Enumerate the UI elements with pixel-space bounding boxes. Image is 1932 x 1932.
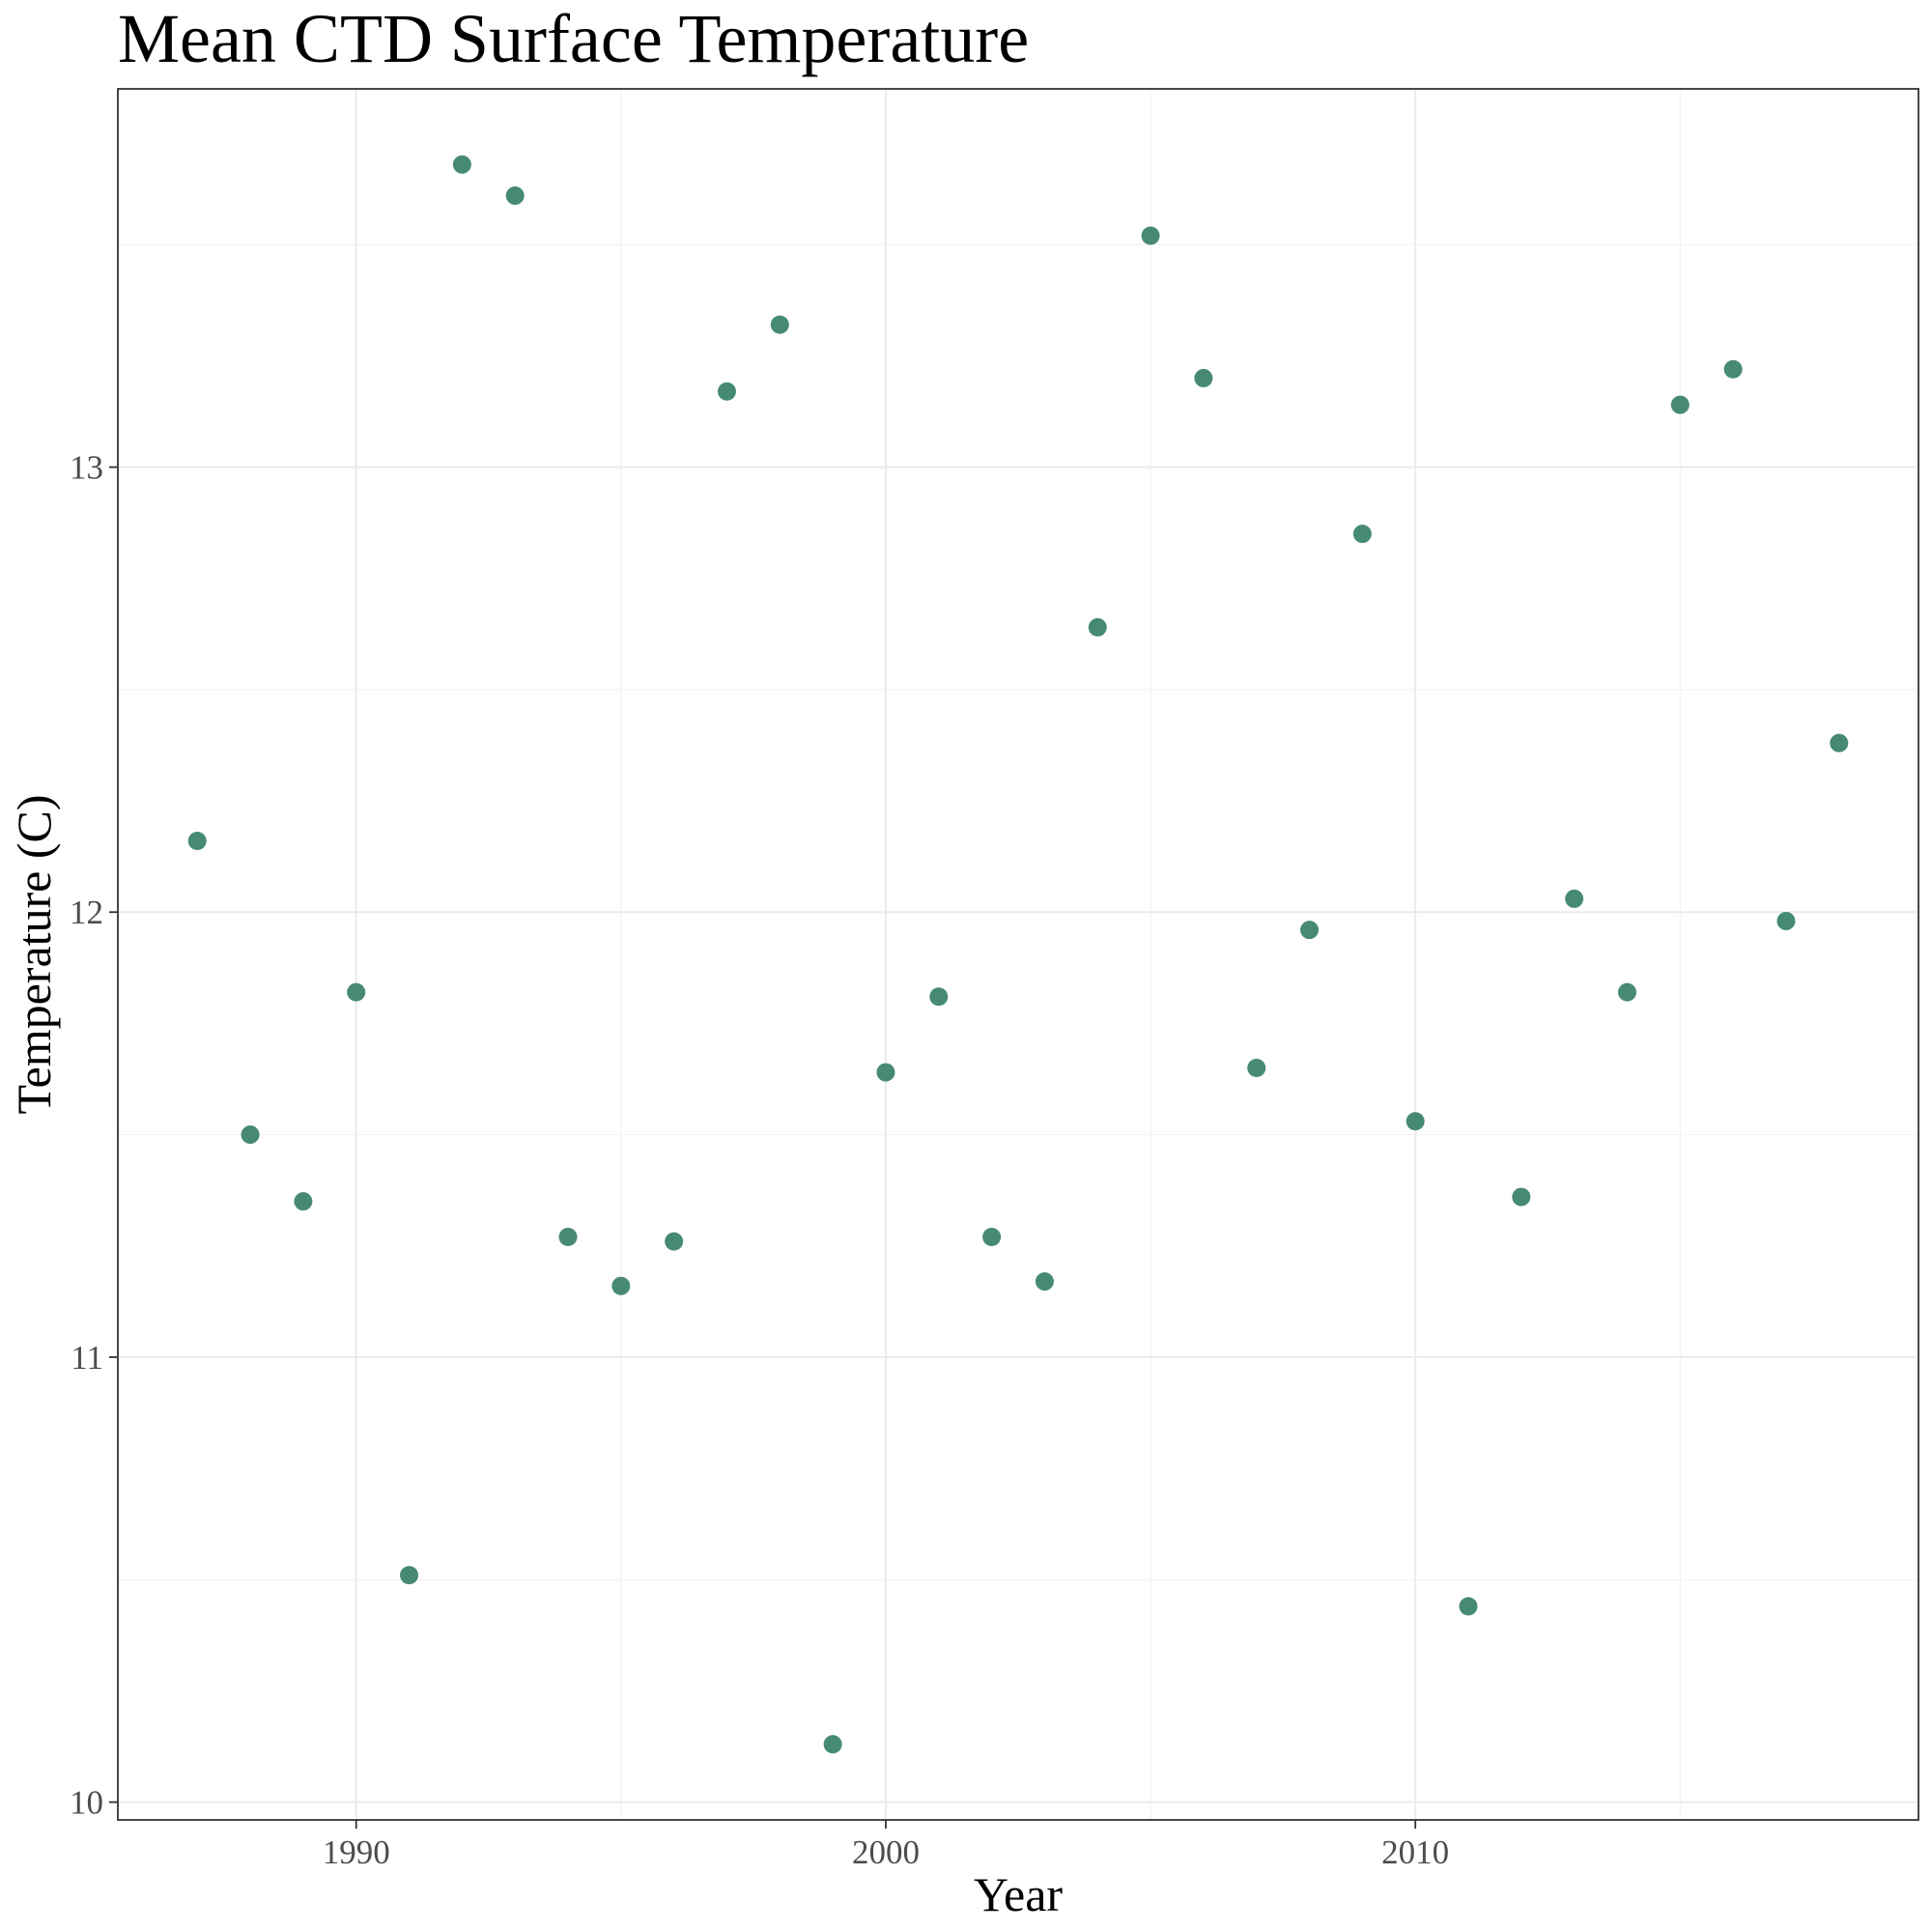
y-axis-ticks: 10 11 12 13 <box>70 449 118 1822</box>
x-axis-label: Year <box>974 1867 1063 1921</box>
y-axis-label: Temperature (C) <box>7 794 61 1114</box>
x-tick-label: 2000 <box>852 1833 920 1871</box>
data-point <box>1088 617 1107 637</box>
data-point <box>558 1228 578 1247</box>
data-point <box>1830 733 1849 753</box>
data-point <box>665 1232 684 1251</box>
data-point <box>1617 982 1636 1002</box>
data-point <box>1035 1272 1054 1292</box>
y-tick-label: 10 <box>70 1784 103 1822</box>
data-point <box>1776 911 1796 930</box>
data-point <box>1352 525 1372 544</box>
y-tick-label: 13 <box>70 449 103 487</box>
data-point <box>823 1735 842 1754</box>
chart-title: Mean CTD Surface Temperature <box>118 0 1029 77</box>
data-point <box>1141 226 1160 245</box>
data-point <box>1300 921 1320 940</box>
data-point <box>241 1125 260 1145</box>
data-points <box>187 155 1849 1754</box>
data-point <box>1194 368 1213 387</box>
data-point <box>717 382 736 401</box>
minor-gridlines <box>118 89 1918 1820</box>
data-point <box>1670 395 1690 414</box>
data-point <box>1247 1058 1266 1077</box>
data-point <box>294 1192 313 1211</box>
data-point <box>770 315 789 334</box>
data-point <box>1406 1112 1425 1131</box>
data-point <box>1459 1597 1478 1616</box>
plot-panel-border <box>117 88 1919 1821</box>
data-point <box>505 186 525 206</box>
data-point <box>876 1063 895 1082</box>
data-point <box>400 1566 419 1585</box>
data-point <box>1565 889 1584 908</box>
major-gridlines <box>118 89 1918 1820</box>
data-point <box>187 832 207 851</box>
x-axis-ticks: 1990 2000 2010 <box>323 1820 1449 1871</box>
y-tick-label: 11 <box>71 1339 103 1377</box>
x-tick-label: 1990 <box>323 1833 390 1871</box>
y-tick-label: 12 <box>70 894 103 931</box>
data-point <box>1512 1187 1531 1207</box>
data-point <box>452 155 471 174</box>
data-point <box>929 987 949 1007</box>
data-point <box>982 1228 1002 1247</box>
data-point <box>1723 359 1743 379</box>
data-point <box>347 982 366 1002</box>
x-tick-label: 2010 <box>1381 1833 1449 1871</box>
data-point <box>611 1276 631 1295</box>
